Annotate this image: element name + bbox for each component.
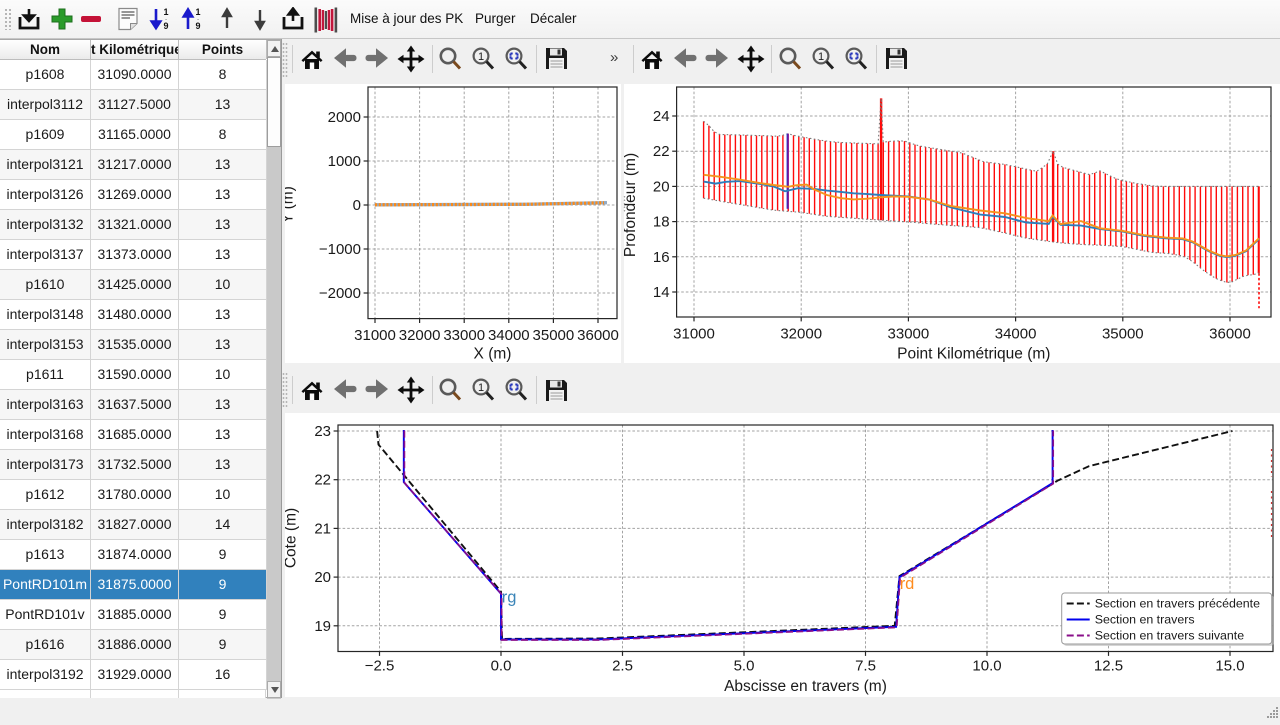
- svg-text:12.5: 12.5: [1094, 658, 1123, 675]
- svg-text:0.0: 0.0: [491, 658, 512, 675]
- svg-text:1: 1: [195, 7, 200, 17]
- svg-text:5.0: 5.0: [734, 658, 755, 675]
- svg-text:X (m): X (m): [474, 346, 512, 363]
- svg-text:9: 9: [195, 21, 200, 31]
- svg-text:32000: 32000: [399, 327, 441, 344]
- svg-text:7.5: 7.5: [855, 658, 876, 675]
- svg-text:35000: 35000: [533, 327, 575, 344]
- svg-text:Cote (m): Cote (m): [285, 508, 300, 568]
- svg-text:·: ·: [165, 17, 167, 24]
- svg-text:−2000: −2000: [319, 285, 361, 302]
- svg-text:20: 20: [653, 178, 670, 195]
- svg-text:34000: 34000: [995, 325, 1037, 342]
- svg-text:Abscisse en travers (m): Abscisse en travers (m): [724, 678, 887, 695]
- svg-text:36000: 36000: [577, 327, 619, 344]
- svg-text:36000: 36000: [1209, 325, 1251, 342]
- svg-text:32000: 32000: [780, 325, 822, 342]
- svg-text:0: 0: [353, 197, 361, 214]
- svg-text:Y (m): Y (m): [285, 186, 297, 224]
- svg-text:20: 20: [314, 569, 331, 586]
- svg-text:34000: 34000: [488, 327, 530, 344]
- svg-text:24: 24: [653, 108, 670, 125]
- svg-text:Point Kilométrique (m): Point Kilométrique (m): [897, 346, 1050, 363]
- svg-text:9: 9: [163, 21, 168, 31]
- svg-text:22: 22: [314, 472, 331, 489]
- svg-text:·: ·: [197, 17, 199, 24]
- svg-text:Profondeur (m): Profondeur (m): [624, 153, 639, 257]
- svg-text:Section en travers précédente: Section en travers précédente: [1095, 597, 1260, 611]
- svg-text:10.0: 10.0: [972, 658, 1001, 675]
- svg-text:33000: 33000: [888, 325, 930, 342]
- svg-text:35000: 35000: [1102, 325, 1144, 342]
- svg-text:−2.5: −2.5: [365, 658, 395, 675]
- svg-text:33000: 33000: [443, 327, 485, 344]
- svg-text:−1000: −1000: [319, 241, 361, 258]
- svg-text:rg: rg: [502, 588, 517, 606]
- svg-text:1: 1: [478, 382, 484, 394]
- svg-text:16: 16: [653, 249, 670, 266]
- svg-text:31000: 31000: [354, 327, 396, 344]
- svg-text:21: 21: [314, 520, 331, 537]
- svg-text:1: 1: [478, 51, 484, 63]
- svg-text:2.5: 2.5: [612, 658, 633, 675]
- svg-text:2000: 2000: [328, 109, 361, 126]
- svg-text:1: 1: [163, 7, 168, 17]
- svg-text:rd: rd: [900, 575, 915, 593]
- svg-text:22: 22: [653, 143, 670, 160]
- svg-text:1000: 1000: [328, 153, 361, 170]
- svg-text:15.0: 15.0: [1215, 658, 1244, 675]
- svg-text:18: 18: [653, 214, 670, 231]
- svg-text:Section en travers suivante: Section en travers suivante: [1095, 629, 1245, 643]
- svg-text:14: 14: [653, 284, 670, 301]
- svg-text:23: 23: [314, 423, 331, 440]
- svg-text:19: 19: [314, 618, 331, 635]
- svg-text:31000: 31000: [673, 325, 715, 342]
- svg-text:1: 1: [818, 51, 824, 63]
- svg-text:Section en travers: Section en travers: [1095, 613, 1195, 627]
